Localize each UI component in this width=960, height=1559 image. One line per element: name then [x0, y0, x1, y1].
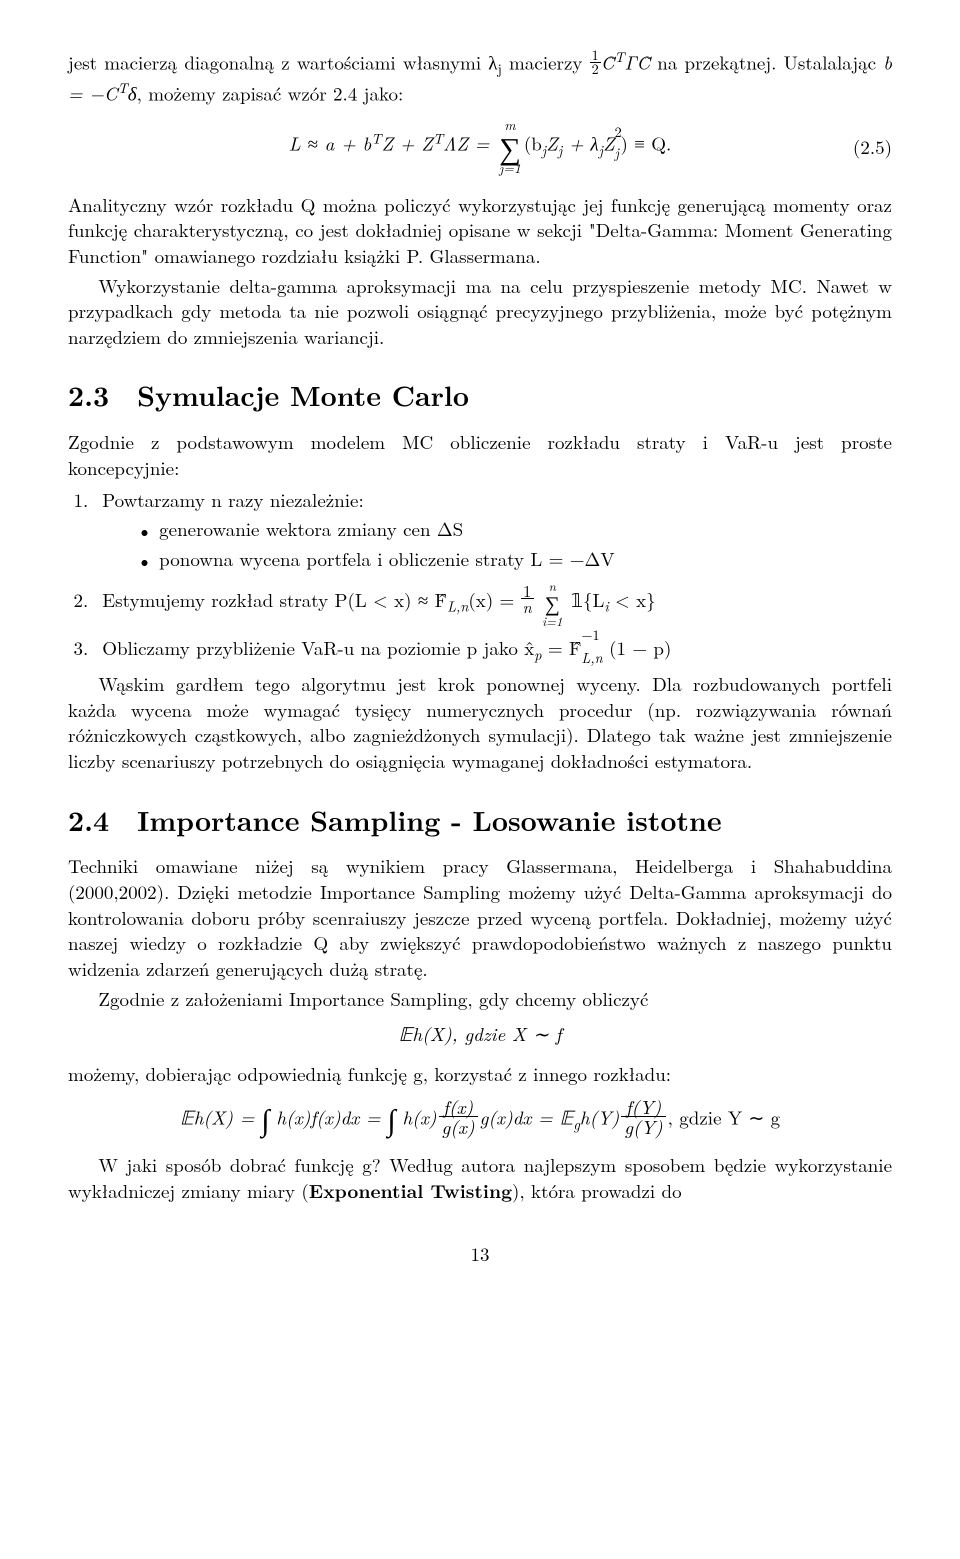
page-number: 13: [68, 1241, 892, 1267]
sublist: generowanie wektora zmiany cen ΔS ponown…: [136, 516, 892, 571]
heading-2-4: 2.4 Importance Sampling - Losowanie isto…: [68, 802, 892, 840]
heading-2-3: 2.3 Symulacje Monte Carlo: [68, 377, 892, 415]
sup: T: [433, 129, 443, 149]
sum-sign: ∑: [542, 595, 562, 612]
text-bold: Exponential Twisting: [309, 1176, 512, 1204]
paragraph-5: Wąskim gardłem tego algorytmu jest krok …: [68, 671, 892, 774]
math: 𝔼h(X) =: [180, 1103, 261, 1130]
paragraph-4: Zgodnie z podstawowym modelem MC oblicze…: [68, 429, 892, 480]
math: Z + Z: [381, 130, 432, 157]
math: + λ: [562, 130, 598, 157]
list-item-2: Estymujemy rozkład straty P(L < x) ≈ F̂L…: [95, 577, 892, 629]
math: (b: [524, 130, 542, 157]
sub: j: [615, 144, 619, 163]
text: < x}: [609, 586, 656, 613]
text: = F̂: [542, 634, 582, 661]
paragraph-6: Techniki omawiane niżej są wynikiem prac…: [68, 853, 892, 981]
sub: L,n: [581, 649, 602, 668]
math: 𝔼h(X), gdzie X ∼ f: [399, 1020, 562, 1047]
sum-sign: ∑: [499, 135, 521, 159]
text: (x) =: [468, 586, 520, 613]
text: Estymujemy rozkład straty P(L < x) ≈ F̂: [102, 586, 447, 613]
math: Z: [603, 130, 615, 157]
sub: L,n: [447, 597, 468, 617]
paragraph-1: jest macierzą diagonalną z wartościami w…: [68, 48, 892, 106]
sup: −1: [581, 626, 599, 645]
text: , możemy zapisać wzór 2.4 jako:: [137, 80, 404, 107]
text: ), która prowadzi do: [512, 1177, 682, 1204]
math: h(Y): [580, 1103, 619, 1130]
text: Obliczamy przybliżenie VaR-u na poziomie…: [102, 634, 534, 661]
text: ΓC̃: [625, 48, 651, 75]
paragraph-3: Wykorzystanie delta-gamma aproksymacji m…: [68, 273, 892, 350]
frac-bot: n: [521, 599, 534, 614]
sublist-item: generowanie wektora zmiany cen ΔS: [136, 516, 892, 542]
text: (1 − p): [609, 634, 671, 661]
math: g(x)dx = 𝔼: [480, 1103, 574, 1130]
paragraph-8: możemy, dobierając odpowiednią funkcję g…: [68, 1061, 892, 1087]
math: L ≈ a + b: [289, 130, 372, 157]
paragraph-2: Analityczny wzór rozkładu Q można policz…: [68, 192, 892, 269]
sum-bot: j=1: [499, 159, 521, 177]
integral-sign: ∫: [387, 1096, 395, 1139]
sup: 2: [615, 123, 622, 142]
paragraph-7: Zgodnie z założeniami Importance Samplin…: [68, 986, 892, 1012]
math: h(x)f(x)dx =: [270, 1103, 388, 1130]
math: Z: [546, 130, 558, 157]
equation-number: (2.5): [853, 134, 892, 160]
frac-bot: g(Y): [621, 1117, 665, 1137]
math: h(x): [396, 1103, 437, 1130]
text: δ: [128, 80, 137, 107]
equation-eh: 𝔼h(X), gdzie X ∼ f: [68, 1021, 892, 1047]
list-item-1: Powtarzamy n razy niezależnie: generowan…: [95, 487, 892, 572]
text: ponowna wycena portfela i obliczenie str…: [159, 545, 614, 572]
sublist-item: ponowna wycena portfela i obliczenie str…: [136, 546, 892, 572]
math: ) ≡ Q.: [620, 130, 671, 157]
equation-2-5: L ≈ a + bTZ + ZTΛZ = m ∑ j=1 (bjZj + λjZ…: [68, 116, 892, 177]
text: generowanie wektora zmiany cen ΔS: [159, 515, 463, 542]
equation-integral: 𝔼h(X) = ∫ h(x)f(x)dx = ∫ h(x)f(x)g(x)g(x…: [68, 1097, 892, 1139]
integral-sign: ∫: [261, 1096, 269, 1139]
sup: T: [371, 129, 381, 149]
paragraph-9: W jaki sposób dobrać funkcję g? Według a…: [68, 1152, 892, 1203]
text: C̃: [601, 48, 615, 75]
algorithm-list: Powtarzamy n razy niezależnie: generowan…: [95, 487, 892, 666]
sum-bot: i=1: [542, 612, 562, 629]
math: , gdzie Y ∼ g: [668, 1103, 780, 1130]
list-item-3: Obliczamy przybliżenie VaR-u na poziomie…: [95, 635, 892, 665]
superscript: T: [614, 47, 624, 67]
text: jest macierzą diagonalną z wartościami w…: [68, 48, 498, 75]
text: 𝟙{L: [565, 586, 605, 613]
frac-bot: g(x): [439, 1117, 478, 1137]
sub: p: [534, 645, 541, 665]
text: macierzy: [502, 48, 590, 75]
math: ΛZ =: [443, 130, 496, 157]
superscript: T: [118, 78, 128, 98]
text: Powtarzamy n razy niezależnie:: [102, 486, 364, 513]
